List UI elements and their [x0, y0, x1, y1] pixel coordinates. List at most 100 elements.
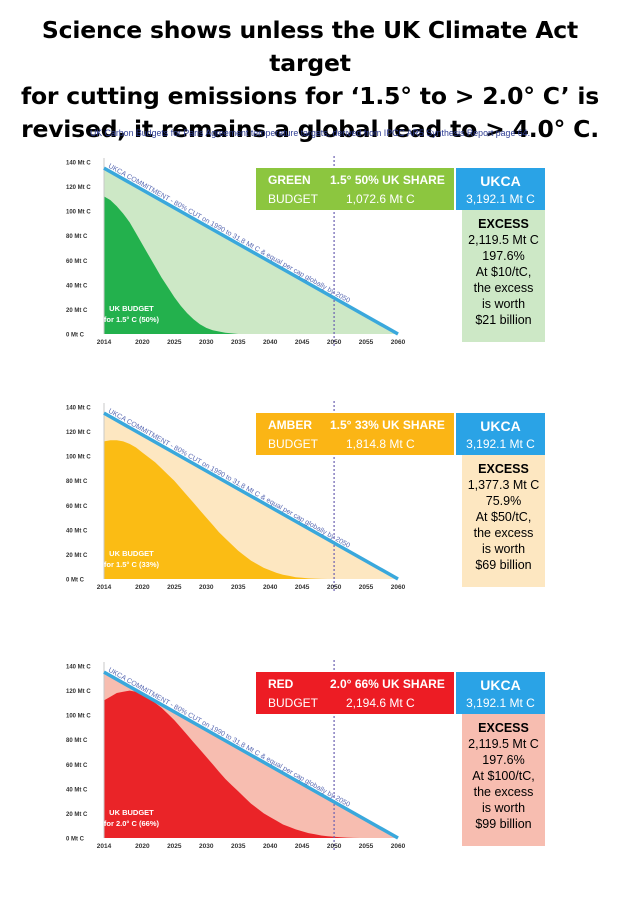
excess-box: EXCESS 1,377.3 Mt C 75.9% At $50/tC, the exc…	[462, 455, 545, 587]
budget-share: 2.0° 66% UK SHARE	[330, 677, 445, 691]
excess-amount: 1,377.3 Mt C	[467, 478, 540, 492]
x-tick-label: 2055	[359, 843, 374, 850]
excess-line4: the excess	[473, 281, 534, 295]
excess-worth: $99 billion	[475, 817, 532, 831]
excess-price: At $10/tC,	[475, 265, 532, 279]
budget-box: AMBER 1.5° 33% UK SHARE BUDGET 1,814.8 Mt C	[256, 413, 454, 455]
budget-label-line1: UK BUDGET	[109, 304, 154, 313]
y-tick-label: 80 Mt C	[66, 479, 88, 485]
chart-panel: UKCA COMMITMENT - 80% CUT on 1990 to 31.…	[0, 152, 620, 412]
y-tick-label: 100 Mt C	[66, 714, 91, 720]
x-tick-label: 2014	[97, 339, 112, 346]
excess-line5: is worth	[481, 542, 526, 556]
y-tick-label: 20 Mt C	[66, 308, 88, 314]
y-tick-label: 60 Mt C	[66, 763, 88, 769]
y-tick-label: 40 Mt C	[66, 283, 88, 289]
x-tick-label: 2040	[263, 584, 278, 591]
x-tick-label: 2045	[295, 843, 310, 850]
budget-value: 1,072.6 Mt C	[346, 192, 415, 206]
commitment-line	[103, 166, 399, 336]
y-tick-label: 100 Mt C	[66, 455, 91, 461]
y-tick-label: 120 Mt C	[66, 185, 91, 191]
ukca-value: 3,192.1 Mt C	[466, 437, 535, 451]
excess-line5: is worth	[481, 801, 526, 815]
budget-word: BUDGET	[268, 192, 319, 206]
budget-label-line2: for 1.5° C (33%)	[104, 560, 160, 569]
excess-line5: is worth	[481, 297, 526, 311]
y-tick-label: 0 Mt C	[66, 837, 85, 843]
ukca-box: UKCA 3,192.1 Mt C	[456, 168, 545, 210]
x-tick-label: 2055	[359, 339, 374, 346]
excess-box: EXCESS 2,119.5 Mt C 197.6% At $10/tC, the ex…	[462, 210, 545, 342]
budget-share: 1.5° 50% UK SHARE	[330, 173, 445, 187]
x-tick-label: 2020	[135, 584, 150, 591]
budget-label-line1: UK BUDGET	[109, 549, 154, 558]
excess-percent: 197.6%	[482, 249, 525, 263]
x-tick-label: 2014	[97, 584, 112, 591]
ukca-value: 3,192.1 Mt C	[466, 192, 535, 206]
y-tick-label: 40 Mt C	[66, 787, 88, 793]
x-tick-label: 2025	[167, 584, 182, 591]
chart-panel: UKCA COMMITMENT - 80% CUT on 1990 to 31.…	[0, 656, 620, 916]
budget-label-line1: UK BUDGET	[109, 808, 154, 817]
excess-worth: $21 billion	[475, 313, 532, 327]
chart-panel: UKCA COMMITMENT - 80% CUT on 1990 to 31.…	[0, 397, 620, 657]
x-tick-label: 2045	[295, 339, 310, 346]
ukca-box: UKCA 3,192.1 Mt C	[456, 413, 545, 455]
excess-line4: the excess	[473, 785, 534, 799]
excess-worth: $69 billion	[475, 558, 532, 572]
chart-svg: UKCA COMMITMENT - 80% CUT on 1990 to 31.…	[66, 660, 406, 850]
commitment-line	[103, 411, 399, 581]
y-tick-label: 120 Mt C	[66, 430, 91, 436]
excess-percent: 197.6%	[482, 753, 525, 767]
budget-label-line2: for 2.0° C (66%)	[104, 819, 160, 828]
excess-title: EXCESS	[478, 462, 529, 476]
x-tick-label: 2030	[199, 584, 214, 591]
budget-label-line2: for 1.5° C (50%)	[104, 315, 160, 324]
y-tick-label: 60 Mt C	[66, 504, 88, 510]
y-tick-label: 80 Mt C	[66, 738, 88, 744]
budget-name: GREEN	[268, 173, 311, 187]
x-tick-label: 2060	[391, 843, 406, 850]
x-tick-label: 2055	[359, 584, 374, 591]
x-tick-label: 2035	[231, 584, 246, 591]
excess-percent: 75.9%	[485, 494, 522, 508]
x-tick-label: 2014	[97, 843, 112, 850]
excess-box: EXCESS 2,119.5 Mt C 197.6% At $100/tC, the e…	[462, 714, 545, 846]
budget-value: 1,814.8 Mt C	[346, 437, 415, 451]
ukca-title: UKCA	[480, 677, 521, 693]
ukca-title: UKCA	[480, 418, 521, 434]
y-tick-label: 140 Mt C	[66, 161, 91, 167]
x-tick-label: 2020	[135, 339, 150, 346]
budget-box: RED 2.0° 66% UK SHARE BUDGET 2,194.6 Mt C	[256, 672, 454, 714]
x-tick-label: 2035	[231, 843, 246, 850]
ukca-title: UKCA	[480, 173, 521, 189]
title-line-1: Science shows unless the UK Climate Act …	[41, 16, 579, 77]
ukca-value: 3,192.1 Mt C	[466, 696, 535, 710]
budget-area	[104, 440, 335, 579]
excess-line4: the excess	[473, 526, 534, 540]
title-line-2: for cutting emissions for ‘1.5° to > 2.0…	[20, 82, 600, 110]
x-tick-label: 2020	[135, 843, 150, 850]
budget-box: GREEN 1.5° 50% UK SHARE BUDGET 1,072.6 Mt C	[256, 168, 454, 210]
y-tick-label: 120 Mt C	[66, 689, 91, 695]
x-tick-label: 2035	[231, 339, 246, 346]
ukca-box: UKCA 3,192.1 Mt C	[456, 672, 545, 714]
subtitle: UK Carbon Budgets for Paris Agreement te…	[89, 128, 531, 138]
excess-price: At $100/tC,	[472, 769, 535, 783]
budget-word: BUDGET	[268, 696, 319, 710]
budget-area	[104, 690, 367, 838]
y-tick-label: 140 Mt C	[66, 406, 91, 412]
x-tick-label: 2040	[263, 843, 278, 850]
excess-amount: 2,119.5 Mt C	[468, 737, 539, 751]
excess-price: At $50/tC,	[475, 510, 532, 524]
excess-title: EXCESS	[478, 721, 529, 735]
y-tick-label: 0 Mt C	[66, 333, 85, 339]
x-tick-label: 2060	[391, 584, 406, 591]
budget-area	[104, 196, 271, 334]
x-tick-label: 2025	[167, 339, 182, 346]
y-tick-label: 80 Mt C	[66, 234, 88, 240]
budget-share: 1.5° 33% UK SHARE	[330, 418, 445, 432]
x-tick-label: 2025	[167, 843, 182, 850]
x-tick-label: 2050	[327, 584, 342, 591]
